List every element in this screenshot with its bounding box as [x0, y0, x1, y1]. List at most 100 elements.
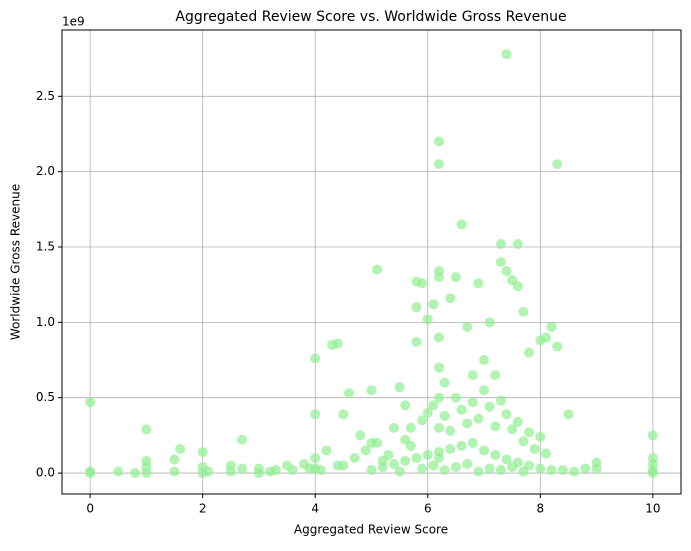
point — [518, 306, 529, 317]
point — [310, 353, 321, 364]
point — [647, 430, 658, 441]
point — [203, 466, 214, 477]
point — [225, 460, 236, 471]
chart-title: Aggregated Review Score vs. Worldwide Gr… — [175, 9, 566, 25]
point — [113, 466, 124, 477]
point — [130, 468, 141, 479]
point — [422, 314, 433, 325]
point — [434, 272, 445, 283]
point — [473, 466, 484, 477]
point — [479, 445, 490, 456]
point — [400, 455, 411, 466]
point — [434, 392, 445, 403]
point — [85, 468, 96, 479]
point — [175, 443, 186, 454]
point — [394, 466, 405, 477]
point — [417, 415, 428, 426]
point — [197, 446, 208, 457]
x-tick-label: 10 — [645, 502, 660, 516]
point — [484, 401, 495, 412]
point — [411, 452, 422, 463]
point — [405, 422, 416, 433]
point — [310, 409, 321, 420]
point — [501, 266, 512, 277]
point — [332, 338, 343, 349]
point — [85, 397, 96, 408]
point — [355, 430, 366, 441]
point — [417, 463, 428, 474]
point — [439, 377, 450, 388]
point — [524, 347, 535, 358]
point — [310, 452, 321, 463]
point — [580, 463, 591, 474]
point — [428, 299, 439, 310]
point — [456, 219, 467, 230]
y-tick-label: 2.0 — [36, 164, 55, 178]
point — [484, 463, 495, 474]
point — [507, 424, 518, 435]
point — [434, 446, 445, 457]
point — [321, 445, 332, 456]
point — [445, 293, 456, 304]
point — [253, 468, 264, 479]
point — [405, 440, 416, 451]
point — [467, 397, 478, 408]
point — [535, 463, 546, 474]
point — [456, 404, 467, 415]
point — [343, 388, 354, 399]
point — [237, 434, 248, 445]
x-tick-label: 0 — [86, 502, 94, 516]
point — [591, 463, 602, 474]
point — [169, 466, 180, 477]
point — [473, 413, 484, 424]
point — [411, 336, 422, 347]
point — [287, 465, 298, 476]
point — [552, 341, 563, 352]
point — [546, 321, 557, 332]
point — [332, 460, 343, 471]
point — [456, 440, 467, 451]
point — [524, 427, 535, 438]
point — [495, 257, 506, 268]
point — [501, 49, 512, 60]
point — [563, 409, 574, 420]
point — [360, 445, 371, 456]
point — [569, 466, 580, 477]
point — [315, 465, 326, 476]
point — [428, 460, 439, 471]
point — [647, 468, 658, 479]
point — [479, 385, 490, 396]
plot-frame — [61, 29, 682, 495]
x-axis-label: Aggregated Review Score — [294, 523, 448, 537]
point — [434, 136, 445, 147]
point — [169, 454, 180, 465]
point — [377, 462, 388, 473]
point — [495, 238, 506, 249]
point — [389, 459, 400, 470]
point — [411, 302, 422, 313]
point — [372, 264, 383, 275]
point — [265, 466, 276, 477]
point — [518, 436, 529, 447]
point — [495, 465, 506, 476]
point — [434, 422, 445, 433]
point — [338, 409, 349, 420]
point — [383, 449, 394, 460]
point — [422, 449, 433, 460]
point — [535, 431, 546, 442]
point — [484, 317, 495, 328]
point — [518, 466, 529, 477]
y-tick-label: 0.0 — [36, 466, 55, 480]
point — [434, 332, 445, 343]
point — [490, 421, 501, 432]
point — [389, 422, 400, 433]
point — [501, 454, 512, 465]
point — [445, 443, 456, 454]
point — [434, 362, 445, 373]
point — [462, 459, 473, 470]
point — [479, 355, 490, 366]
point — [450, 272, 461, 283]
point — [557, 465, 568, 476]
point — [450, 392, 461, 403]
x-tick-label: 8 — [536, 502, 544, 516]
